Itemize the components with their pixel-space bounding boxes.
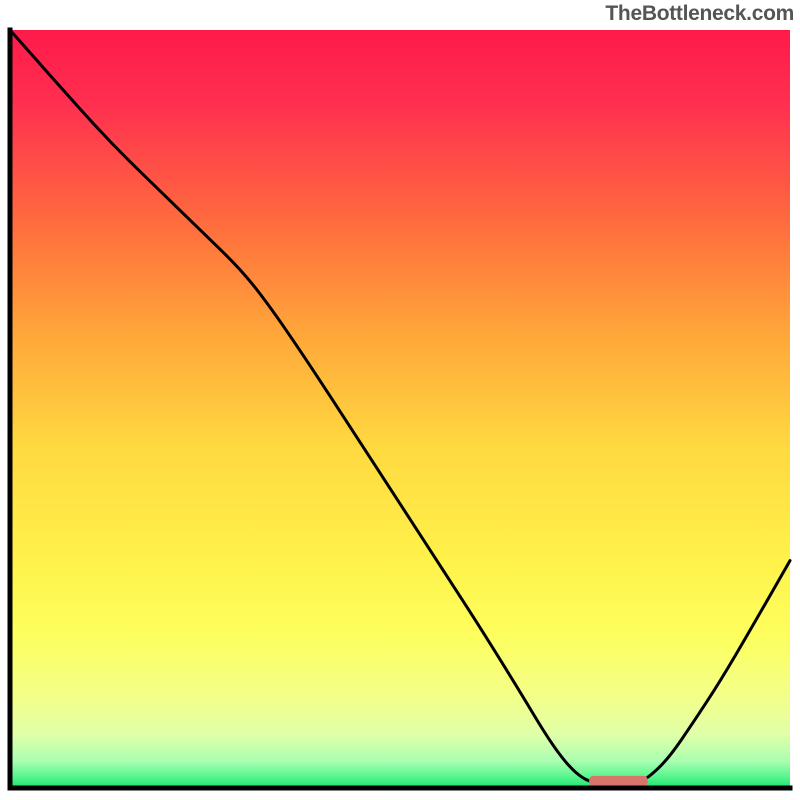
optimal-marker — [589, 776, 648, 787]
plot-background — [10, 30, 790, 788]
bottleneck-chart: TheBottleneck.com — [0, 0, 800, 800]
chart-svg — [0, 0, 800, 800]
watermark-text: TheBottleneck.com — [605, 2, 794, 26]
